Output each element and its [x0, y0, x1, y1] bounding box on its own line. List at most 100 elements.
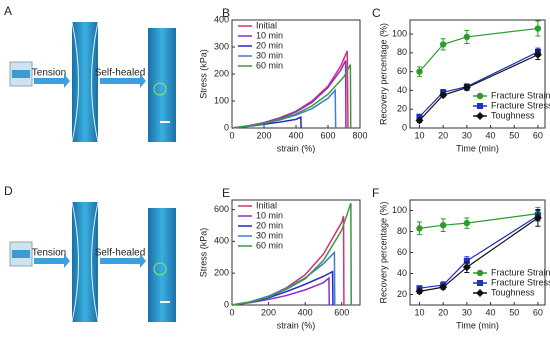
- healed-mark: [153, 82, 167, 96]
- data-point: [463, 257, 470, 264]
- data-point: [416, 68, 423, 75]
- photo-neck: [71, 21, 99, 143]
- x-tick-label: 400: [298, 307, 313, 317]
- x-tick-label: 40: [486, 307, 496, 317]
- x-tick-label: 0: [229, 130, 234, 140]
- photo-stretched: [72, 202, 98, 322]
- data-point: [415, 116, 424, 125]
- photo-stretched: [72, 22, 98, 142]
- y-tick-label: 400: [214, 236, 229, 246]
- panel-label: E: [222, 186, 230, 200]
- data-point: [439, 41, 447, 48]
- arrow-label: Self-healed: [95, 248, 146, 259]
- series-line: [419, 27, 538, 73]
- x-axis-label: strain (%): [277, 143, 316, 153]
- legend-label: Toughness: [491, 110, 535, 120]
- arrow-head: [140, 254, 146, 268]
- y-tick-label: 300: [214, 41, 229, 51]
- data-point: [463, 33, 471, 41]
- x-tick-label: 600: [334, 307, 349, 317]
- healed-mark: [153, 262, 167, 276]
- x-tick-label: 60: [533, 307, 543, 317]
- data-point: [462, 83, 471, 92]
- data-point: [415, 287, 424, 296]
- y-tick-label: 80: [397, 226, 407, 236]
- legend-label: Fracture Stress: [491, 277, 550, 287]
- legend-label: Fracture Stress: [491, 100, 550, 110]
- y-tick-label: 0: [224, 122, 229, 132]
- x-tick-label: 200: [261, 307, 276, 317]
- legend-marker: [476, 112, 484, 120]
- y-tick-label: 60: [397, 66, 407, 76]
- photo-neck: [71, 201, 99, 323]
- legend-label: Fracture Strain: [491, 90, 550, 100]
- data-point: [533, 213, 542, 222]
- legend-label: 10 min: [256, 30, 283, 40]
- y-axis-label: Stress (kPa): [198, 228, 208, 278]
- y-tick-label: 80: [397, 47, 407, 57]
- y-axis-label: Recovery percentage (%): [378, 23, 388, 125]
- y-tick-label: 20: [397, 104, 407, 114]
- y-tick-label: 20: [397, 289, 407, 299]
- photo-healed: [148, 28, 176, 142]
- photo-strip: [12, 250, 30, 258]
- arrow-head: [64, 254, 70, 268]
- legend-label: 30 min: [256, 50, 283, 60]
- x-tick-label: 30: [462, 307, 472, 317]
- legend-marker: [476, 92, 484, 100]
- panel-label: B: [222, 6, 230, 20]
- legend-label: Initial: [256, 200, 277, 210]
- legend-marker: [477, 280, 483, 286]
- y-tick-label: 60: [397, 247, 407, 257]
- legend-label: Fracture Strain: [491, 267, 550, 277]
- y-tick-label: 40: [397, 85, 407, 95]
- data-point: [462, 263, 471, 272]
- y-axis-label: Recovery percentage (%): [378, 201, 388, 303]
- series-line: [231, 270, 334, 306]
- panel-label: C: [372, 6, 381, 20]
- x-tick-label: 40: [486, 130, 496, 140]
- series-line: [231, 88, 337, 129]
- data-point: [533, 50, 542, 59]
- x-tick-label: 50: [509, 130, 519, 140]
- data-point: [534, 25, 542, 32]
- y-tick-label: 200: [214, 268, 229, 278]
- x-tick-label: 200: [256, 130, 271, 140]
- series-line: [419, 54, 539, 121]
- x-tick-label: 400: [288, 130, 303, 140]
- data-point: [439, 222, 447, 229]
- arrow-body: [100, 78, 140, 84]
- panel-label: A: [4, 4, 12, 18]
- y-tick-label: 100: [214, 95, 229, 105]
- photo-healed: [148, 208, 176, 322]
- series-line: [231, 64, 352, 129]
- panel-label: F: [372, 186, 379, 200]
- legend-label: Toughness: [491, 287, 535, 297]
- series-line: [419, 215, 539, 289]
- legend-marker: [476, 289, 484, 297]
- arrow-head: [140, 74, 146, 88]
- arrow-body: [34, 258, 64, 264]
- legend-label: 60 min: [256, 60, 283, 70]
- legend-label: 20 min: [256, 220, 283, 230]
- x-tick-label: 20: [438, 130, 448, 140]
- y-axis-label: Stress (kPa): [198, 49, 208, 99]
- x-tick-label: 800: [352, 130, 367, 140]
- x-axis-label: strain (%): [277, 320, 316, 330]
- y-tick-label: 400: [214, 14, 229, 24]
- legend-label: 20 min: [256, 40, 283, 50]
- plot-frame: [409, 19, 546, 129]
- arrow-body: [34, 78, 64, 84]
- legend-label: 10 min: [256, 210, 283, 220]
- x-tick-label: 60: [533, 130, 543, 140]
- plot-frame: [231, 199, 361, 306]
- series-line: [231, 202, 352, 306]
- x-tick-label: 50: [509, 307, 519, 317]
- data-point: [463, 219, 471, 227]
- y-tick-label: 100: [392, 205, 407, 215]
- series-line: [419, 51, 539, 118]
- arrow-body: [100, 258, 140, 264]
- data-point: [439, 283, 448, 292]
- data-point: [416, 225, 423, 232]
- arrow-label: Self-healed: [95, 68, 146, 79]
